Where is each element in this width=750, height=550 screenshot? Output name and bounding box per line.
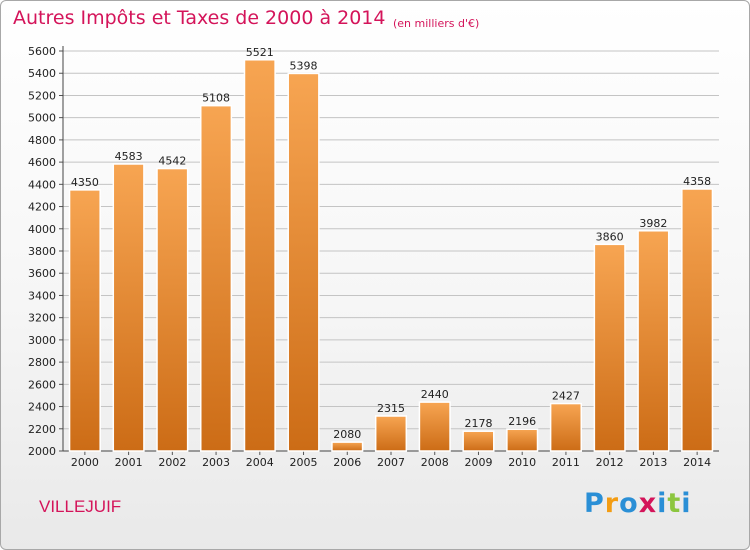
logo-letter: i [681,488,692,519]
bar-2004 [243,59,276,452]
x-tick-label-2009: 2009 [464,456,492,469]
y-tick-label: 5600 [28,45,56,58]
bar-2008 [418,401,451,452]
bar-2011 [549,402,582,452]
y-tick-label: 2200 [28,423,56,436]
bar-2000 [68,189,101,452]
value-label-2009: 2178 [464,417,492,430]
y-tick-label: 4400 [28,178,56,191]
value-label-2014: 4358 [683,175,711,188]
proxiti-logo[interactable]: Proxiti [584,488,692,519]
y-tick-label: 5200 [28,89,56,102]
bar-2009 [462,430,495,452]
value-label-2011: 2427 [552,390,580,403]
bar-2001 [112,163,145,452]
y-tick-label: 3400 [28,289,56,302]
value-label-2013: 3982 [639,217,667,230]
value-label-2005: 5398 [290,59,318,72]
y-tick-label: 5000 [28,112,56,125]
x-tick-label-2011: 2011 [552,456,580,469]
logo-letter: P [584,488,605,519]
x-tick-label-2014: 2014 [683,456,711,469]
value-label-2001: 4583 [115,150,143,163]
bar-2014 [681,188,714,452]
logo-letter: t [667,488,682,519]
y-tick-label: 2400 [28,401,56,414]
city-label: VILLEJUIF [39,497,122,516]
y-tick-label: 4600 [28,156,56,169]
bar-2012 [593,243,626,452]
y-tick-label: 3200 [28,312,56,325]
y-tick-label: 2600 [28,378,56,391]
value-label-2008: 2440 [421,388,449,401]
chart-subtitle: (en milliers d'€) [393,17,480,30]
value-label-2000: 4350 [71,176,99,189]
value-label-2012: 3860 [596,230,624,243]
logo-letter: i [657,488,668,519]
y-tick-label: 3600 [28,267,56,280]
y-tick-label: 3800 [28,245,56,258]
value-label-2010: 2196 [508,415,536,428]
y-tick-label: 5400 [28,67,56,80]
x-tick-label-2004: 2004 [246,456,274,469]
bar-2005 [287,72,320,452]
x-tick-label-2008: 2008 [421,456,449,469]
x-tick-label-2012: 2012 [596,456,624,469]
bars [68,59,714,452]
chart-title: Autres Impôts et Taxes de 2000 à 2014 [13,7,386,29]
x-tick-label-2002: 2002 [158,456,186,469]
x-tick-label-2007: 2007 [377,456,405,469]
logo-letter: r [604,488,620,519]
bar-2006 [331,441,364,452]
x-tick-label-2013: 2013 [639,456,667,469]
x-tick-label-2006: 2006 [333,456,361,469]
value-label-2007: 2315 [377,402,405,415]
y-tick-label: 3000 [28,334,56,347]
value-label-2006: 2080 [333,428,361,441]
value-label-2003: 5108 [202,92,230,105]
x-tick-label-2003: 2003 [202,456,230,469]
x-tick-label-2005: 2005 [290,456,318,469]
y-tick-label: 2000 [28,445,56,458]
y-tick-label: 4800 [28,134,56,147]
logo-letter: o [619,488,639,519]
y-tick-label: 4200 [28,201,56,214]
logo-letter: x [638,488,658,519]
value-label-2004: 5521 [246,46,274,59]
bar-2002 [156,167,189,452]
x-tick-label-2000: 2000 [71,456,99,469]
value-labels: 4350 4583 4542 5108 5521 5398 2080 2315 2440 2178… [71,46,711,441]
x-tick-label-2001: 2001 [115,456,143,469]
value-label-2002: 4542 [158,155,186,168]
y-tick-label: 4000 [28,223,56,236]
bar-2007 [374,415,408,452]
x-tick-label-2010: 2010 [508,456,536,469]
bar-2003 [200,104,233,452]
y-tick-label: 2800 [28,356,56,369]
bar-2013 [637,230,670,452]
bar-2010 [506,428,539,452]
